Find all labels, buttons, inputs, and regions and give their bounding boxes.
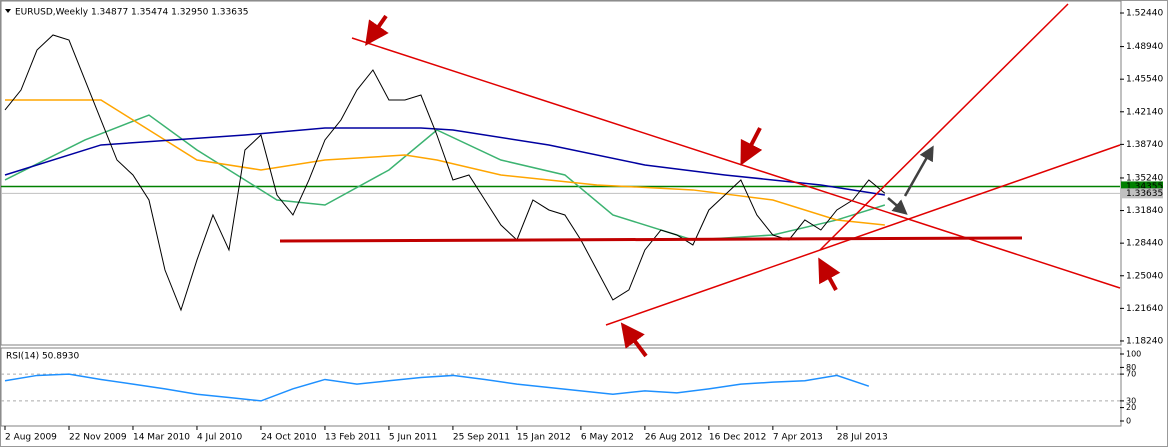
support-line <box>279 236 1023 243</box>
x-tick-label: 25 Sep 2011 <box>453 433 510 443</box>
x-tick-label: 4 Jul 2010 <box>197 433 242 443</box>
rsi-tick-label: 80 <box>1126 363 1136 372</box>
rsi-label: RSI(14) 50.8930 <box>6 352 79 362</box>
y-tick-label: 1.45540 <box>1126 75 1163 85</box>
y-tick-label: 1.18240 <box>1126 336 1163 346</box>
y-tick-label: 1.21640 <box>1126 304 1163 314</box>
moving-average <box>4 127 885 196</box>
price-line <box>4 34 886 312</box>
price-tag-label: 1.33635 <box>1126 189 1163 199</box>
rsi-tick-label: 0 <box>1126 417 1131 426</box>
x-tick-label: 5 Jun 2011 <box>389 433 437 443</box>
y-tick-label: 1.48940 <box>1126 42 1163 52</box>
rsi-tick-label: 30 <box>1126 396 1136 405</box>
y-tick-label: 1.42140 <box>1126 107 1163 117</box>
x-tick-label: 16 Dec 2012 <box>709 433 767 443</box>
arrow <box>740 127 763 166</box>
trend-line <box>351 37 1121 289</box>
y-tick-label: 1.35240 <box>1126 173 1163 183</box>
x-tick-label: 15 Jan 2012 <box>517 433 571 443</box>
projection-arrows <box>887 145 934 215</box>
menu-icon <box>5 9 11 13</box>
arrow <box>365 14 389 46</box>
price-tag <box>1121 181 1163 192</box>
price-tag-label: 1.34355 <box>1126 182 1163 192</box>
trend-line <box>605 144 1121 326</box>
x-tick-label: 2 Aug 2009 <box>5 433 57 443</box>
x-tick-label: 26 Aug 2012 <box>645 433 703 443</box>
arrow <box>903 145 934 197</box>
y-tick-label: 1.38740 <box>1126 140 1163 150</box>
rsi-panel <box>0 347 1122 427</box>
x-tick-label: 22 Nov 2009 <box>69 433 127 443</box>
x-tick-label: 14 Mar 2010 <box>133 433 190 443</box>
x-tick-label: 13 Feb 2011 <box>325 433 381 443</box>
main-panel <box>0 0 1122 346</box>
y-tick-label: 1.25040 <box>1126 271 1163 281</box>
y-tick-label: 1.31840 <box>1126 206 1163 216</box>
y-tick-label: 1.28440 <box>1126 239 1163 249</box>
arrow <box>620 322 648 358</box>
price-tag <box>1121 188 1163 199</box>
x-tick-label: 28 Jul 2013 <box>837 433 888 443</box>
trend-lines <box>279 3 1121 326</box>
y-tick-label: 1.52440 <box>1126 9 1163 19</box>
x-tick-label: 7 Apr 2013 <box>773 433 823 443</box>
arrow <box>887 197 908 215</box>
arrow <box>818 257 841 291</box>
rsi-tick-label: 20 <box>1126 403 1136 412</box>
arrows <box>365 14 841 358</box>
rsi-tick-label: 100 <box>1126 350 1141 359</box>
rsi-tick-label: 70 <box>1126 370 1136 379</box>
x-tick-label: 6 May 2012 <box>581 433 634 443</box>
chart-title: EURUSD,Weekly 1.34877 1.35474 1.32950 1.… <box>15 8 248 18</box>
x-tick-label: 24 Oct 2010 <box>261 433 317 443</box>
moving-average <box>4 114 886 241</box>
rsi-line <box>4 373 870 402</box>
trend-line <box>819 3 1069 251</box>
moving-average <box>4 99 885 226</box>
